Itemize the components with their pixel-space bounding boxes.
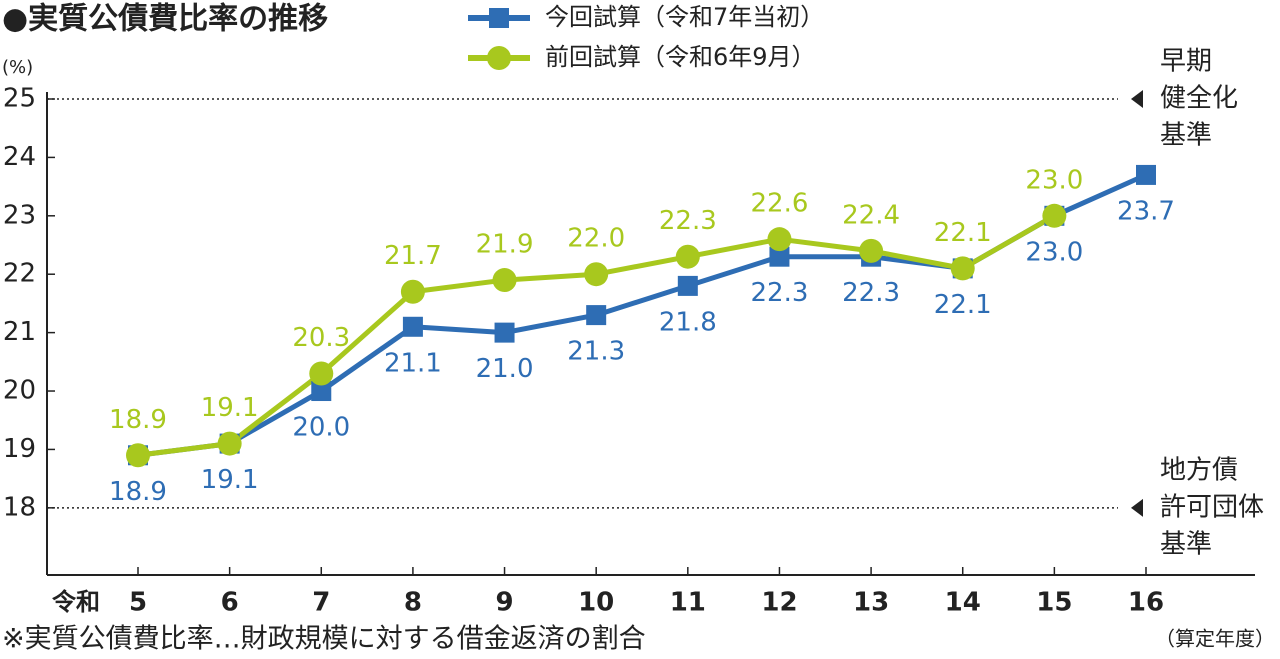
x-tick-label: 8: [404, 588, 422, 618]
data-label: 22.3: [659, 206, 717, 236]
legend-label: 今回試算（令和7年当初）: [545, 3, 824, 31]
x-tick-label: 13: [853, 588, 889, 618]
data-label: 23.0: [1025, 165, 1083, 195]
marker: [487, 46, 511, 70]
x-tick-label: 12: [761, 588, 797, 618]
y-tick-label: 23: [3, 200, 36, 230]
x-tick-label: 9: [495, 588, 513, 618]
x-label: （算定年度）: [1155, 627, 1275, 651]
marker: [309, 361, 334, 386]
x-tick-label: 15: [1036, 588, 1072, 618]
reference-label: 基準: [1160, 529, 1212, 559]
reference-label: 早期: [1160, 47, 1212, 77]
x-prefix: 令和: [52, 588, 100, 616]
marker: [767, 227, 792, 252]
x-tick-label: 6: [221, 588, 239, 618]
marker: [1136, 164, 1156, 185]
data-label: 21.9: [476, 230, 534, 260]
data-label: 23.0: [1025, 237, 1083, 267]
x-tick-label: 11: [670, 588, 706, 618]
data-label: 20.3: [292, 323, 350, 353]
marker: [494, 322, 515, 343]
reference-label: 地方債: [1160, 455, 1238, 485]
y-tick-label: 21: [3, 317, 36, 347]
x-tick-label: 14: [945, 588, 981, 618]
reference-arrow: [1131, 90, 1143, 108]
data-label: 19.1: [201, 465, 259, 495]
y-tick-label: 19: [3, 434, 36, 464]
x-tick-label: 16: [1128, 588, 1164, 618]
data-label: 19.1: [201, 393, 259, 423]
reference-arrow: [1131, 498, 1143, 517]
marker: [675, 244, 700, 269]
x-tick-label: 10: [578, 588, 614, 618]
marker: [859, 238, 884, 263]
x-tick-label: 5: [129, 588, 147, 618]
y-unit: (%): [2, 57, 33, 78]
data-label: 22.0: [567, 224, 625, 254]
data-label: 20.0: [292, 413, 350, 443]
chart-title: ●実質公債費比率の推移: [2, 2, 328, 37]
reference-label: 許可団体: [1160, 492, 1264, 522]
marker: [492, 268, 517, 293]
marker: [1042, 203, 1067, 228]
marker: [402, 316, 423, 337]
data-label: 18.9: [109, 477, 167, 507]
y-tick-label: 25: [3, 84, 36, 114]
note: ※実質公債費比率…財政規模に対する借金返済の割合: [2, 624, 646, 655]
data-label: 22.1: [934, 218, 992, 248]
y-tick-label: 20: [3, 376, 36, 406]
data-label: 22.1: [934, 290, 992, 320]
data-label: 21.8: [659, 307, 717, 337]
data-label: 23.7: [1117, 196, 1175, 226]
marker: [489, 8, 509, 28]
reference-label: 基準: [1160, 121, 1212, 151]
marker: [677, 275, 698, 296]
data-label: 21.3: [567, 337, 625, 367]
data-label: 22.4: [842, 200, 900, 230]
marker: [584, 262, 609, 287]
marker: [769, 246, 790, 267]
x-tick-label: 7: [312, 588, 330, 618]
data-label: 21.7: [384, 241, 442, 271]
data-label: 21.1: [384, 348, 442, 378]
y-tick-label: 18: [3, 492, 36, 522]
data-label: 22.6: [751, 189, 809, 219]
data-label: 21.0: [476, 354, 534, 384]
y-tick-label: 22: [3, 259, 36, 289]
series-line: [137, 172, 1148, 458]
marker: [126, 443, 150, 468]
y-tick-label: 24: [3, 142, 36, 172]
marker: [586, 305, 607, 326]
data-label: 18.9: [109, 405, 167, 435]
marker: [217, 431, 242, 456]
marker: [950, 256, 975, 281]
data-label: 22.3: [842, 278, 900, 308]
marker: [400, 279, 425, 304]
legend-label: 前回試算（令和6年9月）: [545, 43, 816, 71]
marker: [311, 381, 332, 402]
data-label: 22.3: [751, 278, 809, 308]
reference-label: 健全化: [1160, 84, 1238, 114]
